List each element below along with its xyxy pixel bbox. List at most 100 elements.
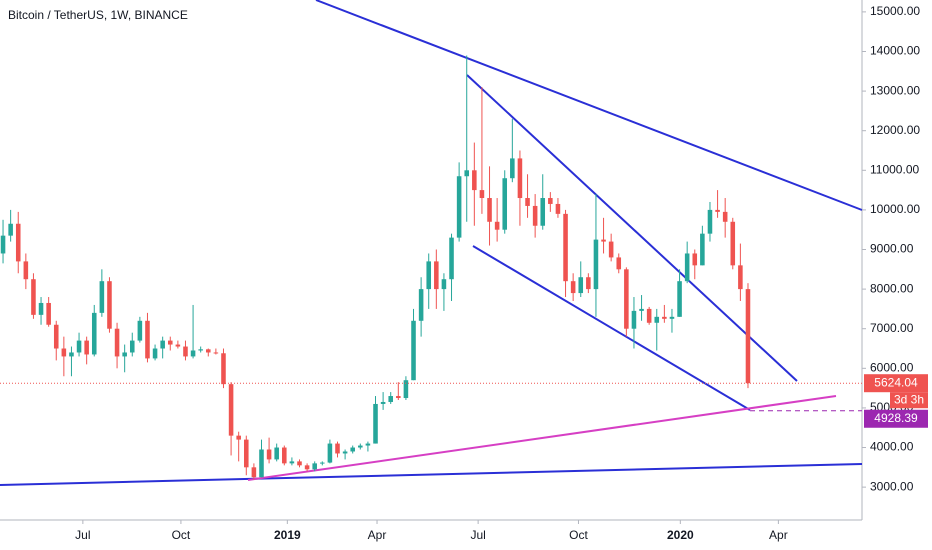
candle-body <box>403 380 409 399</box>
candle-body <box>53 324 59 349</box>
candle-body <box>669 316 675 319</box>
candle-body <box>61 348 67 357</box>
candle-body <box>684 253 690 282</box>
candle-body <box>639 308 644 311</box>
candle-body <box>0 235 6 254</box>
candle-body <box>358 445 363 448</box>
candle-body <box>373 403 378 444</box>
candle-body <box>464 170 470 177</box>
candle-body <box>456 176 462 238</box>
y-tick-label: 9000.00 <box>870 242 914 256</box>
candle-body <box>365 443 371 446</box>
candle-body <box>160 340 165 349</box>
trendline <box>315 0 863 211</box>
candle-body <box>91 312 97 355</box>
y-tick-label: 11000.00 <box>870 162 919 176</box>
candle-body <box>342 451 348 454</box>
candle-body <box>46 302 51 325</box>
candle-body <box>213 352 219 354</box>
candle-body <box>266 449 272 460</box>
candle-body <box>228 384 234 436</box>
y-tick-label: 7000.00 <box>870 321 914 335</box>
y-tick-label: 10000.00 <box>870 202 920 216</box>
trendline <box>0 463 863 486</box>
candle-body <box>654 316 660 323</box>
candle-body <box>722 211 728 222</box>
candle-body <box>525 198 530 206</box>
candle-body <box>304 465 310 470</box>
last-price-box <box>864 374 928 393</box>
candle-body <box>434 261 439 290</box>
candle-body <box>487 198 492 222</box>
candle-body <box>175 344 181 347</box>
y-tick-label: 6000.00 <box>870 360 914 374</box>
candle-body <box>593 239 599 290</box>
candle-body <box>380 401 386 404</box>
candle-body <box>38 302 44 315</box>
countdown-box <box>890 392 928 409</box>
trendline <box>466 74 798 382</box>
candle-body <box>396 396 401 399</box>
candle-body <box>563 213 568 282</box>
x-tick-label: Jul <box>470 528 485 542</box>
trendline <box>247 395 837 481</box>
candle-body <box>289 461 295 464</box>
y-tick-label: 14000.00 <box>870 44 920 58</box>
candle-body <box>411 320 416 381</box>
trendline <box>472 245 751 411</box>
x-tick-label: Oct <box>172 528 191 542</box>
x-tick-label: Apr <box>368 528 387 542</box>
candle-body <box>129 340 135 353</box>
candle-body <box>730 221 736 266</box>
candle-body <box>555 203 561 214</box>
candle-body <box>244 439 249 468</box>
candle-body <box>745 289 751 384</box>
candle-body <box>616 257 622 270</box>
candle-body <box>205 349 211 353</box>
candle-body <box>145 320 150 359</box>
y-tick-label: 3000.00 <box>870 479 914 493</box>
candle-body <box>624 269 629 329</box>
candle-body <box>297 461 302 466</box>
last-price-label: 5624.04 <box>874 375 918 389</box>
candle-body <box>99 281 105 313</box>
candle-body <box>167 340 173 345</box>
candle-body <box>236 435 241 440</box>
candle-body <box>259 449 264 478</box>
candle-body <box>700 233 705 266</box>
candle-body <box>532 205 538 226</box>
y-tick-label: 15000.00 <box>870 4 920 18</box>
candle-body <box>107 281 112 329</box>
candle-body <box>692 253 698 266</box>
candle-body <box>426 261 431 290</box>
candle-body <box>183 346 188 357</box>
candle-body <box>251 467 257 478</box>
candle-body <box>441 279 447 290</box>
countdown-label: 3d 3h <box>894 392 924 406</box>
x-tick-label: 2019 <box>274 528 301 542</box>
candle-body <box>677 281 682 317</box>
candle-body <box>198 349 203 351</box>
candle-body <box>548 198 553 204</box>
candle-body <box>662 316 667 319</box>
candle-body <box>312 463 317 470</box>
candle-body <box>69 352 74 357</box>
candle-body <box>23 261 29 280</box>
candle-body <box>449 237 454 280</box>
candle-body <box>327 443 333 463</box>
y-tick-label: 4000.00 <box>870 440 914 454</box>
x-tick-label: Oct <box>569 528 588 542</box>
candle-body <box>76 340 82 353</box>
candle-body <box>152 348 158 359</box>
candle-body <box>350 447 355 452</box>
candle-body <box>114 328 120 357</box>
candle-body <box>388 396 393 402</box>
trendlines <box>0 0 863 486</box>
candle-body <box>510 158 515 179</box>
candle-body <box>715 209 720 212</box>
candle-body <box>631 310 637 329</box>
y-tick-label: 12000.00 <box>870 123 920 137</box>
candle-body <box>8 223 13 236</box>
